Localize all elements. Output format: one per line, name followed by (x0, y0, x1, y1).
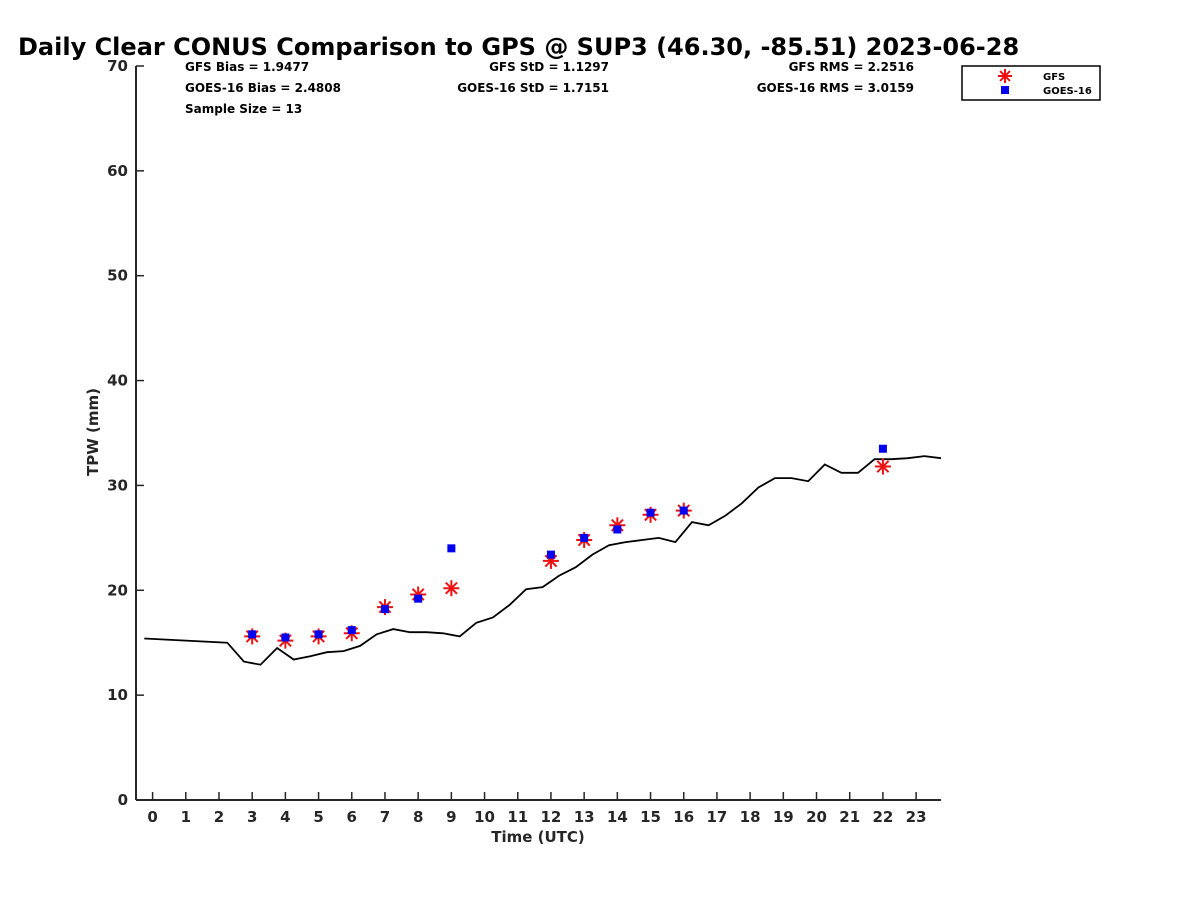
x-tick-label: 21 (839, 808, 860, 826)
goes-point (414, 594, 423, 603)
goes-point (613, 525, 622, 534)
goes-point (580, 533, 589, 542)
x-tick-label: 7 (380, 808, 390, 826)
goes-point (447, 544, 456, 553)
x-tick-label: 10 (474, 808, 495, 826)
legend: GFS GOES-16 (961, 65, 1101, 101)
y-tick-label: 40 (107, 372, 128, 390)
goes-rms-stat: GOES-16 RMS = 3.0159 (757, 81, 914, 95)
chart-title: Daily Clear CONUS Comparison to GPS @ SU… (18, 33, 1019, 61)
y-tick-label: 60 (107, 162, 128, 180)
gps-line (144, 455, 942, 666)
goes-point (347, 626, 356, 635)
y-tick-label: 30 (107, 476, 128, 494)
x-tick-label: 6 (347, 808, 357, 826)
x-axis-label: Time (UTC) (491, 828, 585, 846)
goes-point (380, 605, 389, 614)
goes-bias-stat: GOES-16 Bias = 2.4808 (185, 81, 341, 95)
goes-point (281, 633, 290, 642)
goes-point (878, 444, 887, 453)
legend-box (961, 65, 1101, 101)
x-tick-label: 14 (607, 808, 628, 826)
x-tick-label: 12 (541, 808, 562, 826)
x-tick-label: 15 (640, 808, 661, 826)
y-tick-label: 10 (107, 686, 128, 704)
x-tick-label: 0 (147, 808, 157, 826)
legend-marker-gfs (998, 69, 1012, 83)
gfs-point (443, 580, 460, 597)
y-axis-label: TPW (mm) (84, 388, 102, 476)
x-tick-label: 22 (872, 808, 893, 826)
x-tick-label: 19 (773, 808, 794, 826)
y-tick-label: 70 (107, 57, 128, 75)
x-tick-label: 9 (446, 808, 456, 826)
goes-point (248, 630, 257, 639)
legend-label-gfs: GFS (1043, 72, 1065, 83)
goes-std-stat: GOES-16 StD = 1.7151 (457, 81, 609, 95)
x-tick-label: 23 (906, 808, 927, 826)
goes-point (646, 508, 655, 517)
x-tick-label: 11 (507, 808, 528, 826)
y-tick-label: 20 (107, 581, 128, 599)
x-tick-label: 2 (214, 808, 224, 826)
x-tick-label: 13 (574, 808, 595, 826)
x-tick-label: 20 (806, 808, 827, 826)
x-tick-label: 17 (706, 808, 727, 826)
gfs-bias-stat: GFS Bias = 1.9477 (185, 60, 309, 74)
x-tick-label: 5 (313, 808, 323, 826)
y-tick-label: 50 (107, 267, 128, 285)
legend-marker-goes (1001, 86, 1009, 94)
gfs-std-stat: GFS StD = 1.1297 (489, 60, 609, 74)
goes-point (314, 630, 323, 639)
gfs-point (874, 458, 891, 475)
goes-point (679, 506, 688, 515)
x-tick-label: 4 (280, 808, 290, 826)
x-tick-label: 8 (413, 808, 423, 826)
legend-label-goes: GOES-16 (1043, 86, 1092, 97)
y-tick-label: 0 (118, 791, 128, 809)
x-tick-label: 16 (673, 808, 694, 826)
sample-size-stat: Sample Size = 13 (185, 102, 302, 116)
x-tick-label: 3 (247, 808, 257, 826)
x-tick-label: 18 (740, 808, 761, 826)
goes-point (546, 550, 555, 559)
gfs-rms-stat: GFS RMS = 2.2516 (789, 60, 914, 74)
chart-marks (144, 444, 942, 666)
x-tick-label: 1 (181, 808, 191, 826)
